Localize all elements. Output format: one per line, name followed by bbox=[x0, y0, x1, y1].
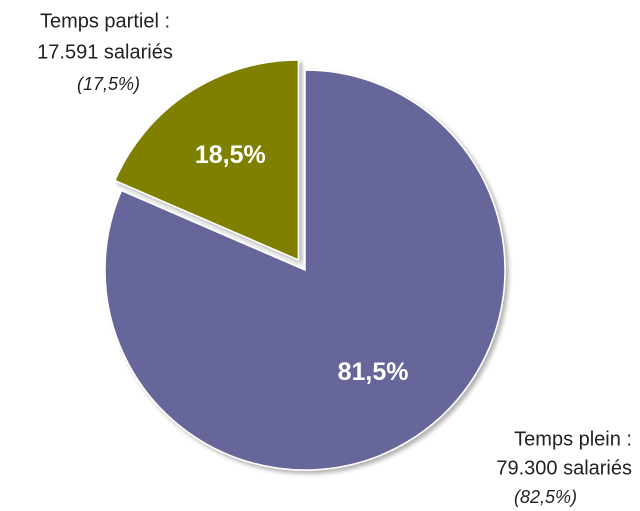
data-label: 81,5% bbox=[338, 358, 409, 386]
category-label: Temps partiel : bbox=[40, 10, 170, 32]
category-detail: 17.591 salariés bbox=[37, 41, 173, 63]
category-label: Temps plein : bbox=[514, 428, 632, 450]
pie-slice bbox=[113, 59, 300, 262]
category-detail: (82,5%) bbox=[514, 487, 577, 507]
data-label: 18,5% bbox=[195, 141, 266, 169]
category-detail: (17,5%) bbox=[77, 74, 140, 94]
pie bbox=[104, 59, 506, 471]
pie-slice bbox=[104, 69, 506, 471]
category-detail: 79.300 salariés bbox=[496, 457, 632, 479]
